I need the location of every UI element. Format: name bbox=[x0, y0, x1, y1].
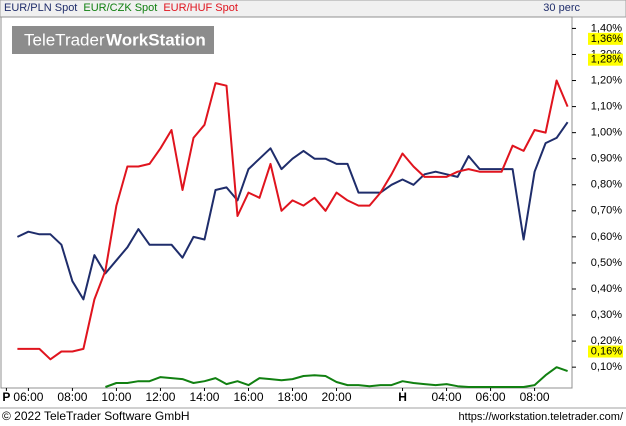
x-tick-label: 06:00 bbox=[13, 390, 43, 404]
watermark-brand: TeleTrader bbox=[24, 30, 105, 49]
legend-entry: EUR/PLN Spot bbox=[4, 2, 77, 14]
x-tick-label: 12:00 bbox=[145, 390, 175, 404]
marker-label: 0,16% bbox=[591, 345, 622, 357]
marker-label: 1,28% bbox=[591, 54, 622, 66]
y-tick-label: 0,90% bbox=[591, 153, 622, 165]
y-tick-label: 1,20% bbox=[591, 74, 622, 86]
footer-url: https://workstation.teletrader.com/ bbox=[459, 411, 624, 423]
x-tick-label: 14:00 bbox=[189, 390, 219, 404]
y-tick-label: 1,10% bbox=[591, 100, 622, 112]
x-tick-label: H bbox=[398, 390, 407, 404]
y-tick-label: 1,40% bbox=[591, 22, 622, 34]
series-line bbox=[17, 79, 569, 361]
y-tick-label: 1,00% bbox=[591, 127, 622, 139]
x-tick-label: 08:00 bbox=[520, 390, 550, 404]
marker-highlight bbox=[588, 32, 623, 45]
watermark-box bbox=[12, 26, 214, 54]
y-tick-label: 0,10% bbox=[591, 361, 622, 373]
series-line bbox=[16, 121, 569, 301]
y-tick-label: 0,30% bbox=[591, 309, 622, 321]
y-tick-label: 0,60% bbox=[591, 231, 622, 243]
x-tick-label: 10:00 bbox=[101, 390, 131, 404]
marker-label: 1,36% bbox=[591, 33, 622, 45]
x-tick-label: 04:00 bbox=[432, 390, 462, 404]
y-tick-label: 0,70% bbox=[591, 205, 622, 217]
x-tick-label: 06:00 bbox=[476, 390, 506, 404]
x-tick-label: P bbox=[2, 390, 10, 404]
plot-area bbox=[0, 16, 573, 389]
footer-copyright: © 2022 TeleTrader Software GmbH bbox=[2, 409, 190, 423]
x-tick-label: 08:00 bbox=[57, 390, 87, 404]
marker-highlight bbox=[588, 53, 623, 66]
x-tick-label: 18:00 bbox=[277, 390, 307, 404]
y-tick-label: 0,80% bbox=[591, 179, 622, 191]
marker-highlight bbox=[588, 345, 623, 358]
series-line bbox=[105, 366, 568, 388]
y-tick-label: 0,40% bbox=[591, 283, 622, 295]
legend-entry: EUR/CZK Spot bbox=[83, 2, 157, 14]
y-tick-label: 0,20% bbox=[591, 335, 622, 347]
watermark-product: WorkStation bbox=[106, 30, 206, 49]
period-label: 30 perc bbox=[543, 2, 580, 14]
x-tick-label: 16:00 bbox=[233, 390, 263, 404]
x-tick-label: 20:00 bbox=[322, 390, 352, 404]
y-tick-label: 0,50% bbox=[591, 257, 622, 269]
legend-entry: EUR/HUF Spot bbox=[163, 2, 238, 14]
